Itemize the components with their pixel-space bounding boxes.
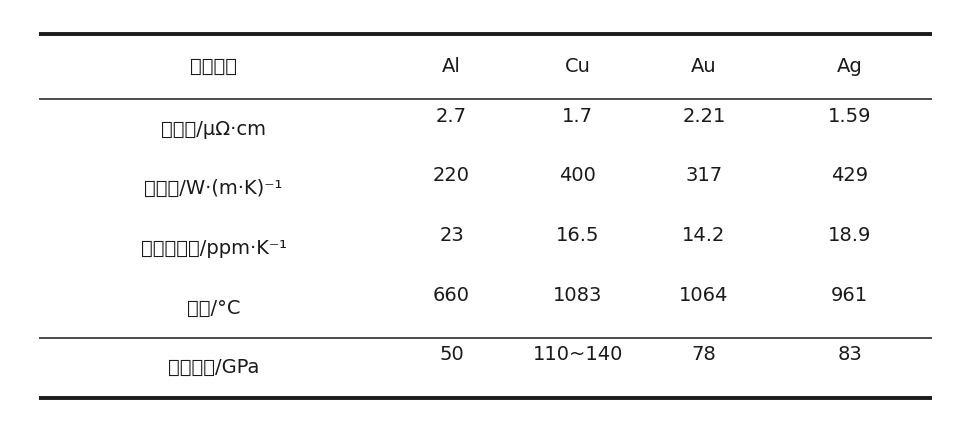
- Text: 热导率/W·(m·K)⁻¹: 热导率/W·(m·K)⁻¹: [145, 179, 283, 198]
- Text: 1083: 1083: [553, 286, 602, 305]
- Text: 220: 220: [433, 166, 470, 185]
- Text: Al: Al: [442, 57, 461, 76]
- Text: 14.2: 14.2: [683, 226, 725, 245]
- Text: 83: 83: [837, 345, 862, 364]
- Text: 50: 50: [439, 345, 464, 364]
- Text: 1.59: 1.59: [828, 107, 871, 126]
- Text: 16.5: 16.5: [556, 226, 599, 245]
- Text: Ag: Ag: [837, 57, 862, 76]
- Text: 18.9: 18.9: [828, 226, 871, 245]
- Text: 78: 78: [691, 345, 717, 364]
- Text: 961: 961: [831, 286, 868, 305]
- Text: 热膨胀系数/ppm·K⁻¹: 热膨胀系数/ppm·K⁻¹: [141, 239, 286, 258]
- Text: 429: 429: [831, 166, 868, 185]
- Text: 2.7: 2.7: [436, 107, 467, 126]
- Text: 110~140: 110~140: [532, 345, 623, 364]
- Text: 电阻率/μΩ·cm: 电阻率/μΩ·cm: [161, 120, 266, 139]
- Text: 弹性模量/GPa: 弹性模量/GPa: [168, 358, 259, 377]
- Text: 2.21: 2.21: [683, 107, 725, 126]
- Text: 1064: 1064: [680, 286, 728, 305]
- Text: Au: Au: [691, 57, 717, 76]
- Text: 23: 23: [439, 226, 464, 245]
- Text: 400: 400: [559, 166, 596, 185]
- Text: 317: 317: [686, 166, 722, 185]
- Text: 1.7: 1.7: [562, 107, 593, 126]
- Text: 660: 660: [433, 286, 470, 305]
- Text: Cu: Cu: [565, 57, 590, 76]
- Text: 材料属性: 材料属性: [190, 57, 237, 76]
- Text: 熔点/°C: 熔点/°C: [186, 299, 241, 318]
